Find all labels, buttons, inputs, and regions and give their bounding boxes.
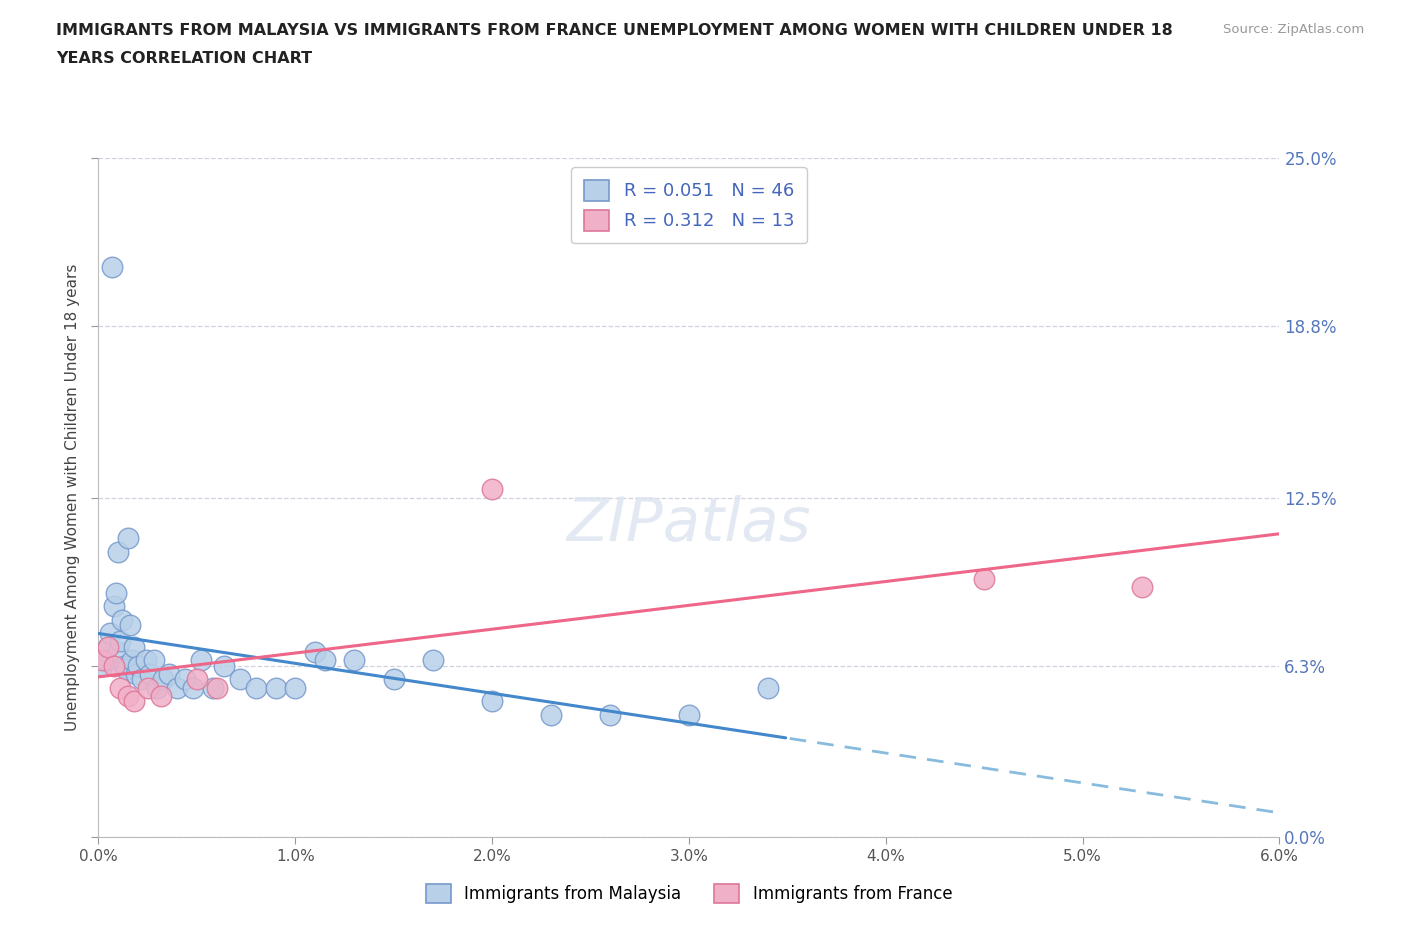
Point bbox=[117, 688, 139, 703]
Point bbox=[150, 688, 173, 703]
Point bbox=[103, 658, 125, 673]
Point bbox=[304, 644, 326, 659]
Point bbox=[973, 572, 995, 587]
Point bbox=[146, 680, 169, 695]
Point bbox=[97, 640, 120, 655]
Point bbox=[186, 672, 208, 687]
Point bbox=[112, 658, 135, 673]
Point bbox=[481, 482, 503, 497]
Point bbox=[131, 672, 153, 687]
Point bbox=[166, 680, 188, 695]
Point bbox=[136, 680, 159, 695]
Point bbox=[214, 658, 236, 673]
Text: Source: ZipAtlas.com: Source: ZipAtlas.com bbox=[1223, 23, 1364, 36]
Point bbox=[314, 653, 336, 668]
Point bbox=[157, 667, 180, 682]
Point bbox=[205, 680, 228, 695]
Point bbox=[108, 680, 131, 695]
Point bbox=[190, 653, 212, 668]
Point bbox=[422, 653, 444, 668]
Point bbox=[105, 585, 128, 600]
Y-axis label: Unemployment Among Women with Children Under 18 years: Unemployment Among Women with Children U… bbox=[65, 264, 80, 731]
Point bbox=[108, 634, 131, 649]
Point bbox=[138, 667, 160, 682]
Point bbox=[284, 680, 307, 695]
Point bbox=[122, 640, 145, 655]
Point bbox=[118, 618, 141, 632]
Point bbox=[117, 531, 139, 546]
Point bbox=[103, 599, 125, 614]
Point bbox=[115, 661, 138, 676]
Point bbox=[245, 680, 267, 695]
Point bbox=[756, 680, 779, 695]
Point bbox=[181, 680, 204, 695]
Point bbox=[107, 544, 129, 559]
Point bbox=[91, 658, 114, 673]
Point bbox=[97, 640, 120, 655]
Point bbox=[135, 653, 157, 668]
Text: ZIPatlas: ZIPatlas bbox=[567, 495, 811, 554]
Legend: Immigrants from Malaysia, Immigrants from France: Immigrants from Malaysia, Immigrants fro… bbox=[419, 878, 959, 910]
Point bbox=[599, 708, 621, 723]
Point bbox=[98, 626, 121, 641]
Point bbox=[343, 653, 366, 668]
Text: IMMIGRANTS FROM MALAYSIA VS IMMIGRANTS FROM FRANCE UNEMPLOYMENT AMONG WOMEN WITH: IMMIGRANTS FROM MALAYSIA VS IMMIGRANTS F… bbox=[56, 23, 1173, 38]
Point bbox=[127, 658, 149, 673]
Point bbox=[125, 667, 148, 682]
Point bbox=[111, 612, 134, 627]
Point bbox=[174, 672, 197, 687]
Point bbox=[678, 708, 700, 723]
Point bbox=[481, 694, 503, 709]
Point bbox=[142, 653, 165, 668]
Point bbox=[101, 259, 124, 274]
Point bbox=[540, 708, 562, 723]
Point bbox=[152, 672, 174, 687]
Point bbox=[264, 680, 287, 695]
Point bbox=[122, 694, 145, 709]
Text: YEARS CORRELATION CHART: YEARS CORRELATION CHART bbox=[56, 51, 312, 66]
Point bbox=[96, 653, 118, 668]
Point bbox=[229, 672, 252, 687]
Point bbox=[91, 653, 114, 668]
Point bbox=[107, 644, 129, 659]
Point bbox=[382, 672, 405, 687]
Point bbox=[201, 680, 224, 695]
Point bbox=[1130, 579, 1153, 594]
Point bbox=[121, 653, 143, 668]
